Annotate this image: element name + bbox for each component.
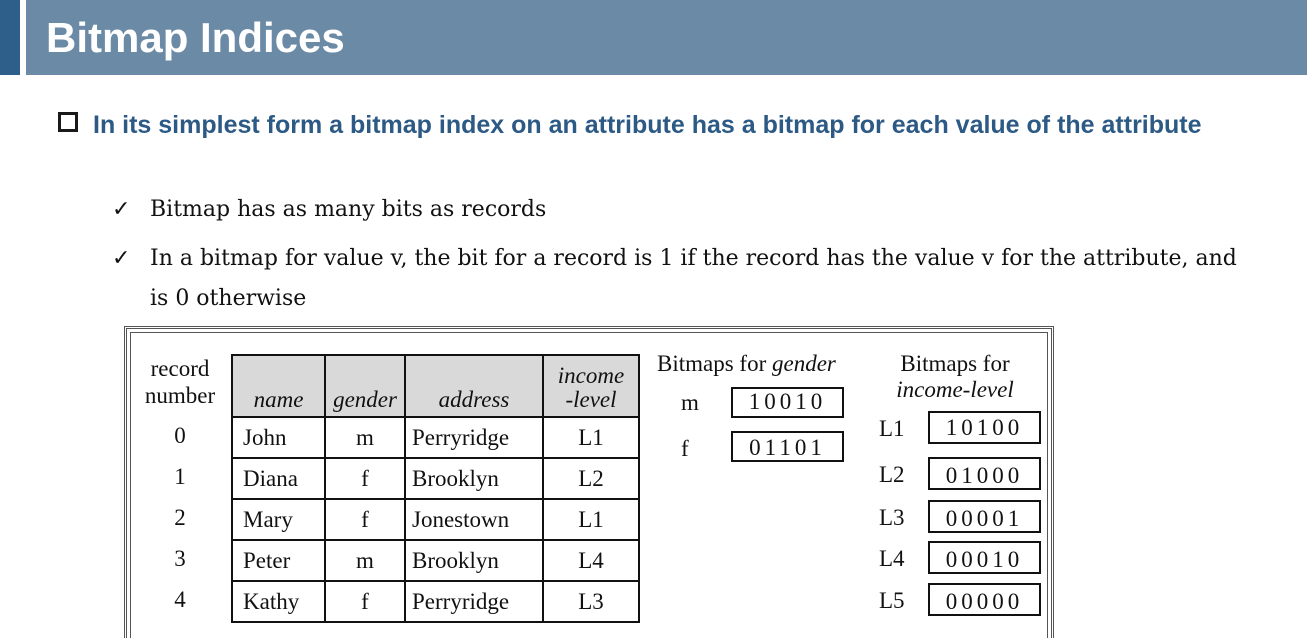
bitmap-box: 00001 bbox=[928, 500, 1041, 533]
record-number-header: record number bbox=[135, 355, 225, 409]
cell-address: Perryridge bbox=[404, 580, 544, 623]
cell-name: Mary bbox=[231, 498, 326, 541]
income-title-line2: income-level bbox=[896, 377, 1014, 402]
bitmap-box: 01101 bbox=[731, 431, 844, 462]
cell-gender: f bbox=[324, 498, 406, 541]
record-label: record bbox=[150, 356, 210, 381]
record-number: 4 bbox=[174, 587, 186, 612]
cell-name: John bbox=[231, 416, 326, 459]
header-divider bbox=[20, 0, 26, 75]
table-row: Kathy f Perryridge L3 bbox=[231, 580, 640, 623]
bitmap-box: 00000 bbox=[928, 583, 1041, 616]
figure-inner-border bbox=[130, 332, 1048, 638]
cell-income: L3 bbox=[542, 580, 640, 623]
bitmap-value-label: f bbox=[681, 436, 689, 461]
income-title-line1: Bitmaps for bbox=[900, 351, 1010, 376]
cell-income: L4 bbox=[542, 539, 640, 582]
table-row: Mary f Jonestown L1 bbox=[231, 498, 640, 541]
cell-name: Diana bbox=[231, 457, 326, 500]
slide-title: Bitmap Indices bbox=[46, 14, 345, 61]
cell-address: Jonestown bbox=[404, 498, 544, 541]
record-number: 0 bbox=[174, 423, 186, 448]
bitmap-box: 01000 bbox=[928, 457, 1041, 490]
record-number: 1 bbox=[174, 464, 186, 489]
cell-income: L1 bbox=[542, 416, 640, 459]
bitmap-box: 10100 bbox=[928, 411, 1041, 444]
table-row: Peter m Brooklyn L4 bbox=[231, 539, 640, 582]
header-level: -level bbox=[565, 387, 617, 412]
header-accent-bar bbox=[0, 0, 20, 75]
checkmark-icon: ✓ bbox=[112, 197, 131, 222]
bitmap-value-label: L5 bbox=[879, 588, 905, 613]
cell-gender: m bbox=[324, 539, 406, 582]
bitmap-value-label: L3 bbox=[879, 505, 905, 530]
gender-bitmaps-title: Bitmaps for gender bbox=[657, 351, 836, 377]
gender-title-prefix: Bitmaps for bbox=[657, 351, 772, 376]
bitmap-value-label: L4 bbox=[879, 546, 905, 571]
cell-name: Kathy bbox=[231, 580, 326, 623]
cell-gender: m bbox=[324, 416, 406, 459]
header-income-level: income -level bbox=[542, 354, 640, 418]
cell-address: Brooklyn bbox=[404, 539, 544, 582]
record-number: 3 bbox=[174, 546, 186, 571]
checkmark-icon: ✓ bbox=[112, 246, 131, 271]
cell-name: Peter bbox=[231, 539, 326, 582]
cell-gender: f bbox=[324, 580, 406, 623]
header-income: income bbox=[557, 363, 625, 388]
header-name: name bbox=[231, 354, 326, 418]
square-bullet-icon bbox=[58, 112, 78, 132]
table-row: John m Perryridge L1 bbox=[231, 416, 640, 459]
number-label: number bbox=[144, 383, 216, 408]
cell-income: L1 bbox=[542, 498, 640, 541]
main-bullet-text: In its simplest form a bitmap index on a… bbox=[93, 111, 1202, 139]
cell-address: Perryridge bbox=[404, 416, 544, 459]
bitmap-box: 10010 bbox=[731, 387, 844, 418]
income-bitmaps-title: Bitmaps for income-level bbox=[880, 351, 1030, 403]
bitmap-value-label: L2 bbox=[879, 462, 905, 487]
gender-title-attr: gender bbox=[772, 351, 836, 376]
sub-bullet-text: Bitmap has as many bits as records bbox=[150, 197, 547, 222]
table-row: Diana f Brooklyn L2 bbox=[231, 457, 640, 500]
bitmap-box: 00010 bbox=[928, 541, 1041, 574]
cell-income: L2 bbox=[542, 457, 640, 500]
bitmap-value-label: L1 bbox=[879, 416, 905, 441]
record-number: 2 bbox=[174, 505, 186, 530]
bitmap-figure bbox=[124, 326, 1054, 638]
header-gender: gender bbox=[324, 354, 406, 418]
header-address: address bbox=[404, 354, 544, 418]
table-header-row: name gender address income -level bbox=[231, 354, 640, 418]
slide-header bbox=[0, 0, 1307, 75]
records-table: name gender address income -level John m … bbox=[231, 354, 640, 623]
sub-bullet-text: In a bitmap for value v, the bit for a r… bbox=[150, 246, 1237, 311]
bitmap-value-label: m bbox=[681, 390, 699, 415]
cell-gender: f bbox=[324, 457, 406, 500]
cell-address: Brooklyn bbox=[404, 457, 544, 500]
